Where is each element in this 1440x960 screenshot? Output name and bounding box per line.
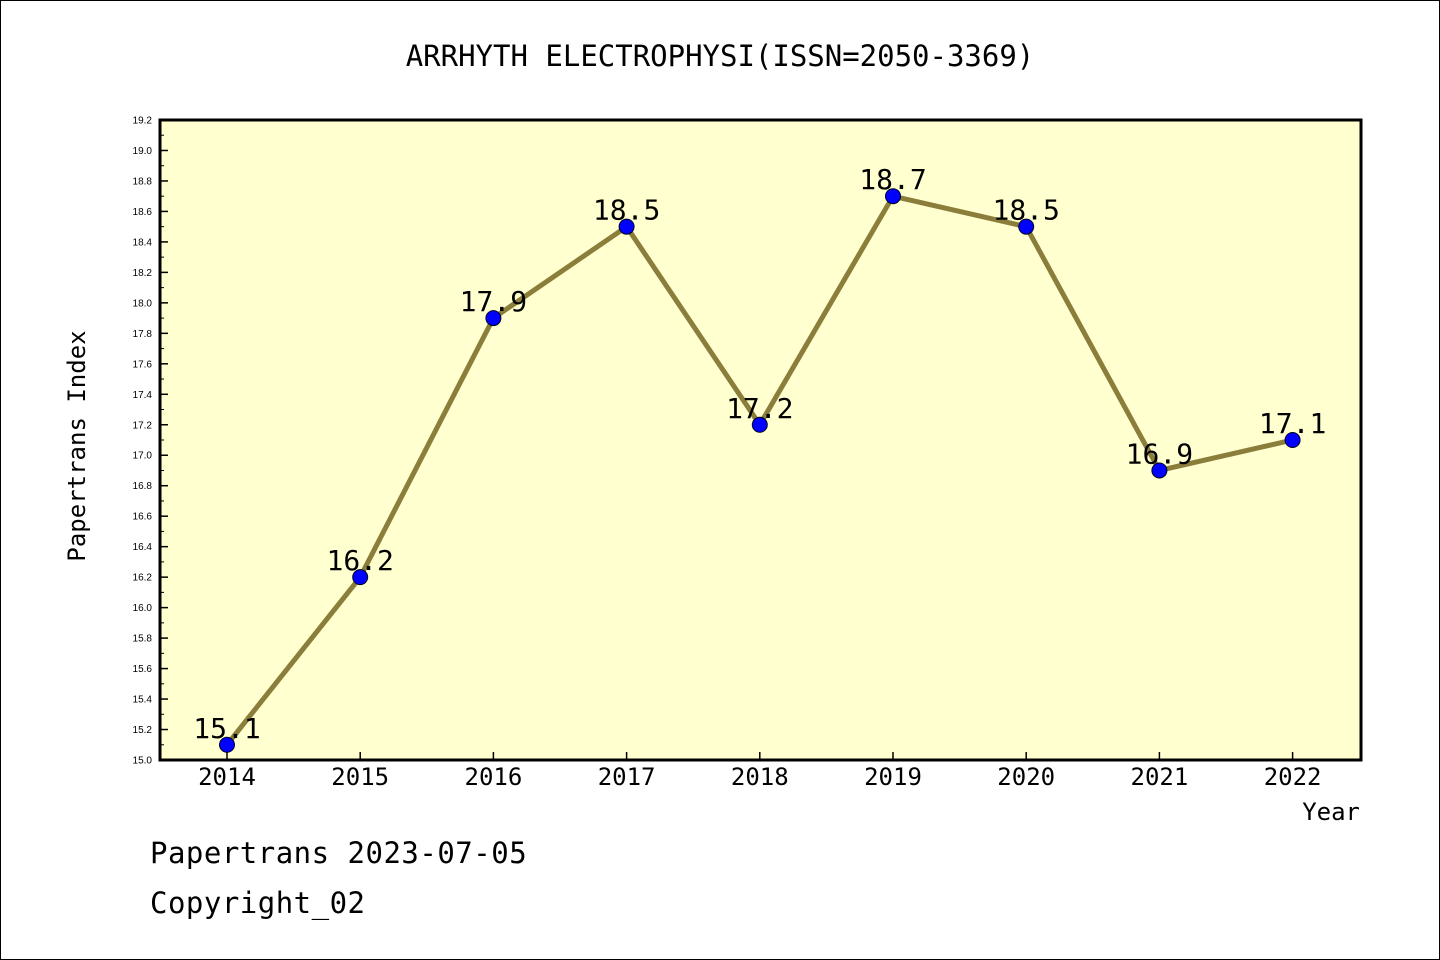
y-tick-label: 18.0	[133, 298, 153, 309]
data-label: 17.9	[460, 285, 527, 318]
data-label: 16.9	[1126, 437, 1193, 470]
y-tick-label: 16.0	[133, 603, 153, 614]
x-tick-label: 2021	[1131, 763, 1189, 791]
x-tick-label: 2020	[997, 763, 1055, 791]
y-axis-label: Papertrans Index	[63, 330, 91, 561]
y-tick-label: 17.4	[133, 390, 153, 401]
y-tick-label: 15.0	[133, 756, 153, 767]
data-label: 17.2	[726, 392, 793, 425]
y-tick-label: 17.2	[133, 420, 153, 431]
y-tick-label: 18.8	[133, 176, 153, 187]
y-axis: 15.0 15.2 15.4 15.6 15.8 16.0 16.2 16.4 16.6 16.8…	[133, 116, 168, 767]
x-axis: 2014 2015 2016 2017 2018 2019 2020 2021 2022	[198, 752, 1321, 791]
data-markers	[219, 188, 1301, 753]
y-tick-label: 15.8	[133, 634, 153, 645]
x-tick-label: 2022	[1264, 763, 1322, 791]
data-label: 18.7	[859, 163, 926, 196]
y-tick-label: 16.8	[133, 481, 153, 492]
data-point	[485, 310, 502, 327]
data-point	[219, 736, 235, 753]
x-tick-label: 2015	[331, 763, 389, 791]
data-label: 18.5	[593, 194, 660, 227]
y-tick-label: 16.2	[133, 573, 153, 584]
y-tick-label: 15.2	[133, 725, 153, 736]
data-point	[1018, 218, 1035, 235]
y-tick-label: 17.0	[133, 451, 153, 462]
data-point	[885, 188, 901, 205]
y-tick-label: 15.4	[133, 695, 153, 706]
x-tick-label: 2016	[465, 763, 523, 791]
y-tick-label: 17.6	[133, 359, 153, 370]
y-tick-label: 16.6	[133, 512, 153, 523]
data-label: 15.1	[193, 712, 260, 745]
x-tick-label: 2019	[864, 763, 922, 791]
data-point	[1284, 432, 1301, 448]
y-tick-label: 16.4	[133, 542, 153, 553]
data-label: 16.2	[326, 544, 393, 577]
data-point	[352, 569, 369, 586]
y-tick-label: 18.2	[133, 268, 153, 279]
x-axis-label: Year	[1302, 798, 1360, 826]
y-tick-label: 15.6	[133, 664, 153, 675]
y-tick-label: 18.6	[133, 207, 153, 218]
footer-copyright: Copyright_02	[150, 886, 366, 920]
x-tick-label: 2018	[731, 763, 789, 791]
y-tick-label: 17.8	[133, 329, 153, 340]
footer-date: Papertrans 2023-07-05	[150, 836, 528, 870]
x-tick-label: 2014	[198, 763, 256, 791]
data-point	[1151, 462, 1168, 479]
y-tick-label: 19.2	[133, 116, 153, 127]
data-label: 18.5	[992, 194, 1059, 227]
plot-area	[158, 118, 1363, 762]
data-label: 17.1	[1259, 407, 1326, 440]
data-labels: 15.1 16.2 17.9 18.5 17.2 18.7 18.5 16.9 17.1	[193, 163, 1326, 745]
y-tick-label: 19.0	[133, 146, 153, 157]
y-tick-label: 18.4	[133, 237, 153, 248]
chart-title: ARRHYTH ELECTROPHYSI(ISSN=2050-3369)	[406, 39, 1035, 73]
data-point	[751, 416, 768, 433]
data-point	[618, 218, 635, 235]
x-tick-label: 2017	[598, 763, 656, 791]
